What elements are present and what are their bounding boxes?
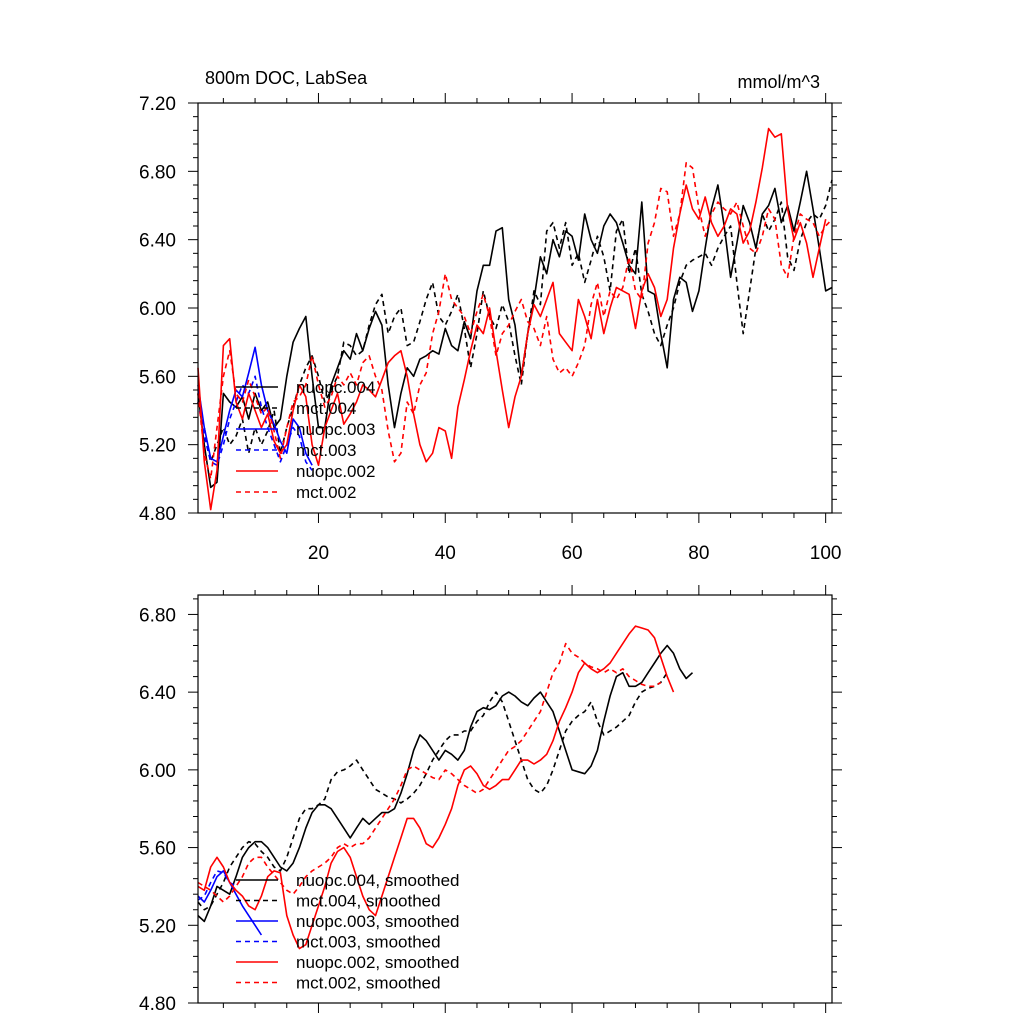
legend-label: nuopc.003 (296, 420, 375, 439)
legend-label: mct.004, smoothed (296, 892, 441, 911)
bottom-panel: 4.80 5.20 5.60 6.00 6.40 6.80 nuopc.004, smoot… (139, 585, 842, 1015)
series-line-mct-003 (197, 375, 313, 471)
series-line-nuopc-002 (197, 127, 827, 511)
legend-label: nuopc.002 (296, 462, 375, 481)
series-line-mct-002 (197, 162, 833, 480)
top-panel: 800m DOC, LabSea mmol/m^3 4.80 5.20 5.60 6.… (139, 68, 842, 564)
series-line-mct-004-smoothed (197, 672, 668, 911)
y-tick-label: 6.80 (139, 605, 176, 626)
y-tick-label: 5.20 (139, 436, 176, 457)
legend-label: mct.004 (296, 399, 356, 418)
plot-frame (197, 102, 833, 514)
x-tick-label: 20 (308, 543, 329, 564)
units-label: mmol/m^3 (738, 72, 820, 92)
y-tick-label: 6.00 (139, 761, 176, 782)
plot-frame (197, 594, 833, 1004)
y-tick-label: 5.60 (139, 839, 176, 860)
legend-label: nuopc.002, smoothed (296, 953, 460, 972)
x-tick-label: 80 (688, 543, 709, 564)
x-tick-label: 40 (435, 543, 456, 564)
y-tick-label: 5.20 (139, 916, 176, 937)
y-tick-label: 4.80 (139, 504, 176, 525)
y-tick-label: 6.80 (139, 162, 176, 183)
y-tick-label: 4.80 (139, 994, 176, 1015)
legend: nuopc.004 mct.004 nuopc.003 mct.003 nuopc.00… (236, 378, 375, 502)
legend-label: mct.003, smoothed (296, 933, 441, 952)
y-tick-label: 6.40 (139, 683, 176, 704)
legend-label: mct.003 (296, 441, 356, 460)
series-line-mct-004 (197, 179, 833, 463)
legend-label: mct.002 (296, 483, 356, 502)
x-tick-label: 60 (561, 543, 582, 564)
y-tick-label: 7.20 (139, 94, 176, 115)
y-tick-label: 5.60 (139, 367, 176, 388)
y-tick-label: 6.40 (139, 231, 176, 252)
legend-label: nuopc.003, smoothed (296, 912, 460, 931)
chart-title: 800m DOC, LabSea (205, 68, 368, 88)
series-line-nuopc-004 (197, 170, 833, 489)
series-line-nuopc-004-smoothed (197, 644, 694, 923)
y-tick-label: 6.00 (139, 299, 176, 320)
series-line-nuopc-002-smoothed (197, 625, 675, 950)
legend-label: nuopc.004, smoothed (296, 871, 460, 890)
legend-label: mct.002, smoothed (296, 974, 441, 993)
x-tick-label: 100 (810, 543, 842, 564)
legend-label: nuopc.004 (296, 378, 375, 397)
series-line-mct-002-smoothed (197, 642, 662, 903)
